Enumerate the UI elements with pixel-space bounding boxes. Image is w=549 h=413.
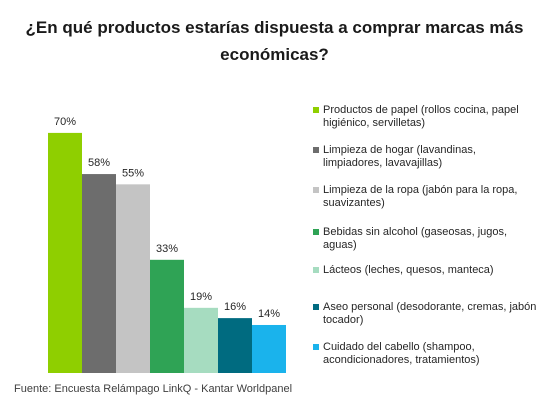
legend-label-6: Aseo personal (desodorante, cremas, jabó… (323, 301, 537, 326)
bar-1 (48, 132, 82, 373)
legend-swatch-3 (313, 187, 319, 193)
legend-swatch-5 (313, 267, 319, 273)
legend-label-4: Bebidas sin alcohol (gaseosas, jugos, ag… (323, 226, 508, 251)
legend-label-1: Productos de papel (rollos cocina, papel… (323, 104, 519, 129)
bar-2 (82, 174, 116, 373)
source-note: Fuente: Encuesta Relámpago LinkQ - Kanta… (14, 383, 293, 395)
legend-swatch-7 (313, 344, 319, 350)
bar-6 (218, 318, 252, 373)
data-label-3: 55% (122, 167, 144, 179)
legend-swatch-6 (313, 304, 319, 310)
data-label-7: 14% (258, 308, 280, 320)
legend-swatch-2 (313, 147, 319, 153)
legend-label-2: Limpieza de hogar (lavandinas, limpiador… (323, 144, 476, 169)
legend-label-7: Cuidado del cabello (shampoo, acondicion… (323, 341, 480, 366)
legend-label-3: Limpieza de la ropa (jabón para la ropa,… (323, 184, 518, 209)
data-label-4: 33% (156, 243, 178, 255)
bar-4 (150, 259, 184, 373)
legend-swatch-1 (313, 107, 319, 113)
legend-label-5: Lácteos (leches, quesos, manteca) (323, 264, 494, 276)
data-label-5: 19% (190, 291, 212, 303)
legend-swatch-4 (313, 229, 319, 235)
bar-5 (184, 307, 218, 373)
data-label-6: 16% (224, 301, 246, 313)
bar-7 (252, 324, 286, 373)
bar-3 (116, 184, 150, 373)
data-label-1: 70% (54, 116, 76, 128)
chart-title: ¿En qué productos estarías dispuesta a c… (25, 18, 524, 64)
data-label-2: 58% (88, 157, 110, 169)
